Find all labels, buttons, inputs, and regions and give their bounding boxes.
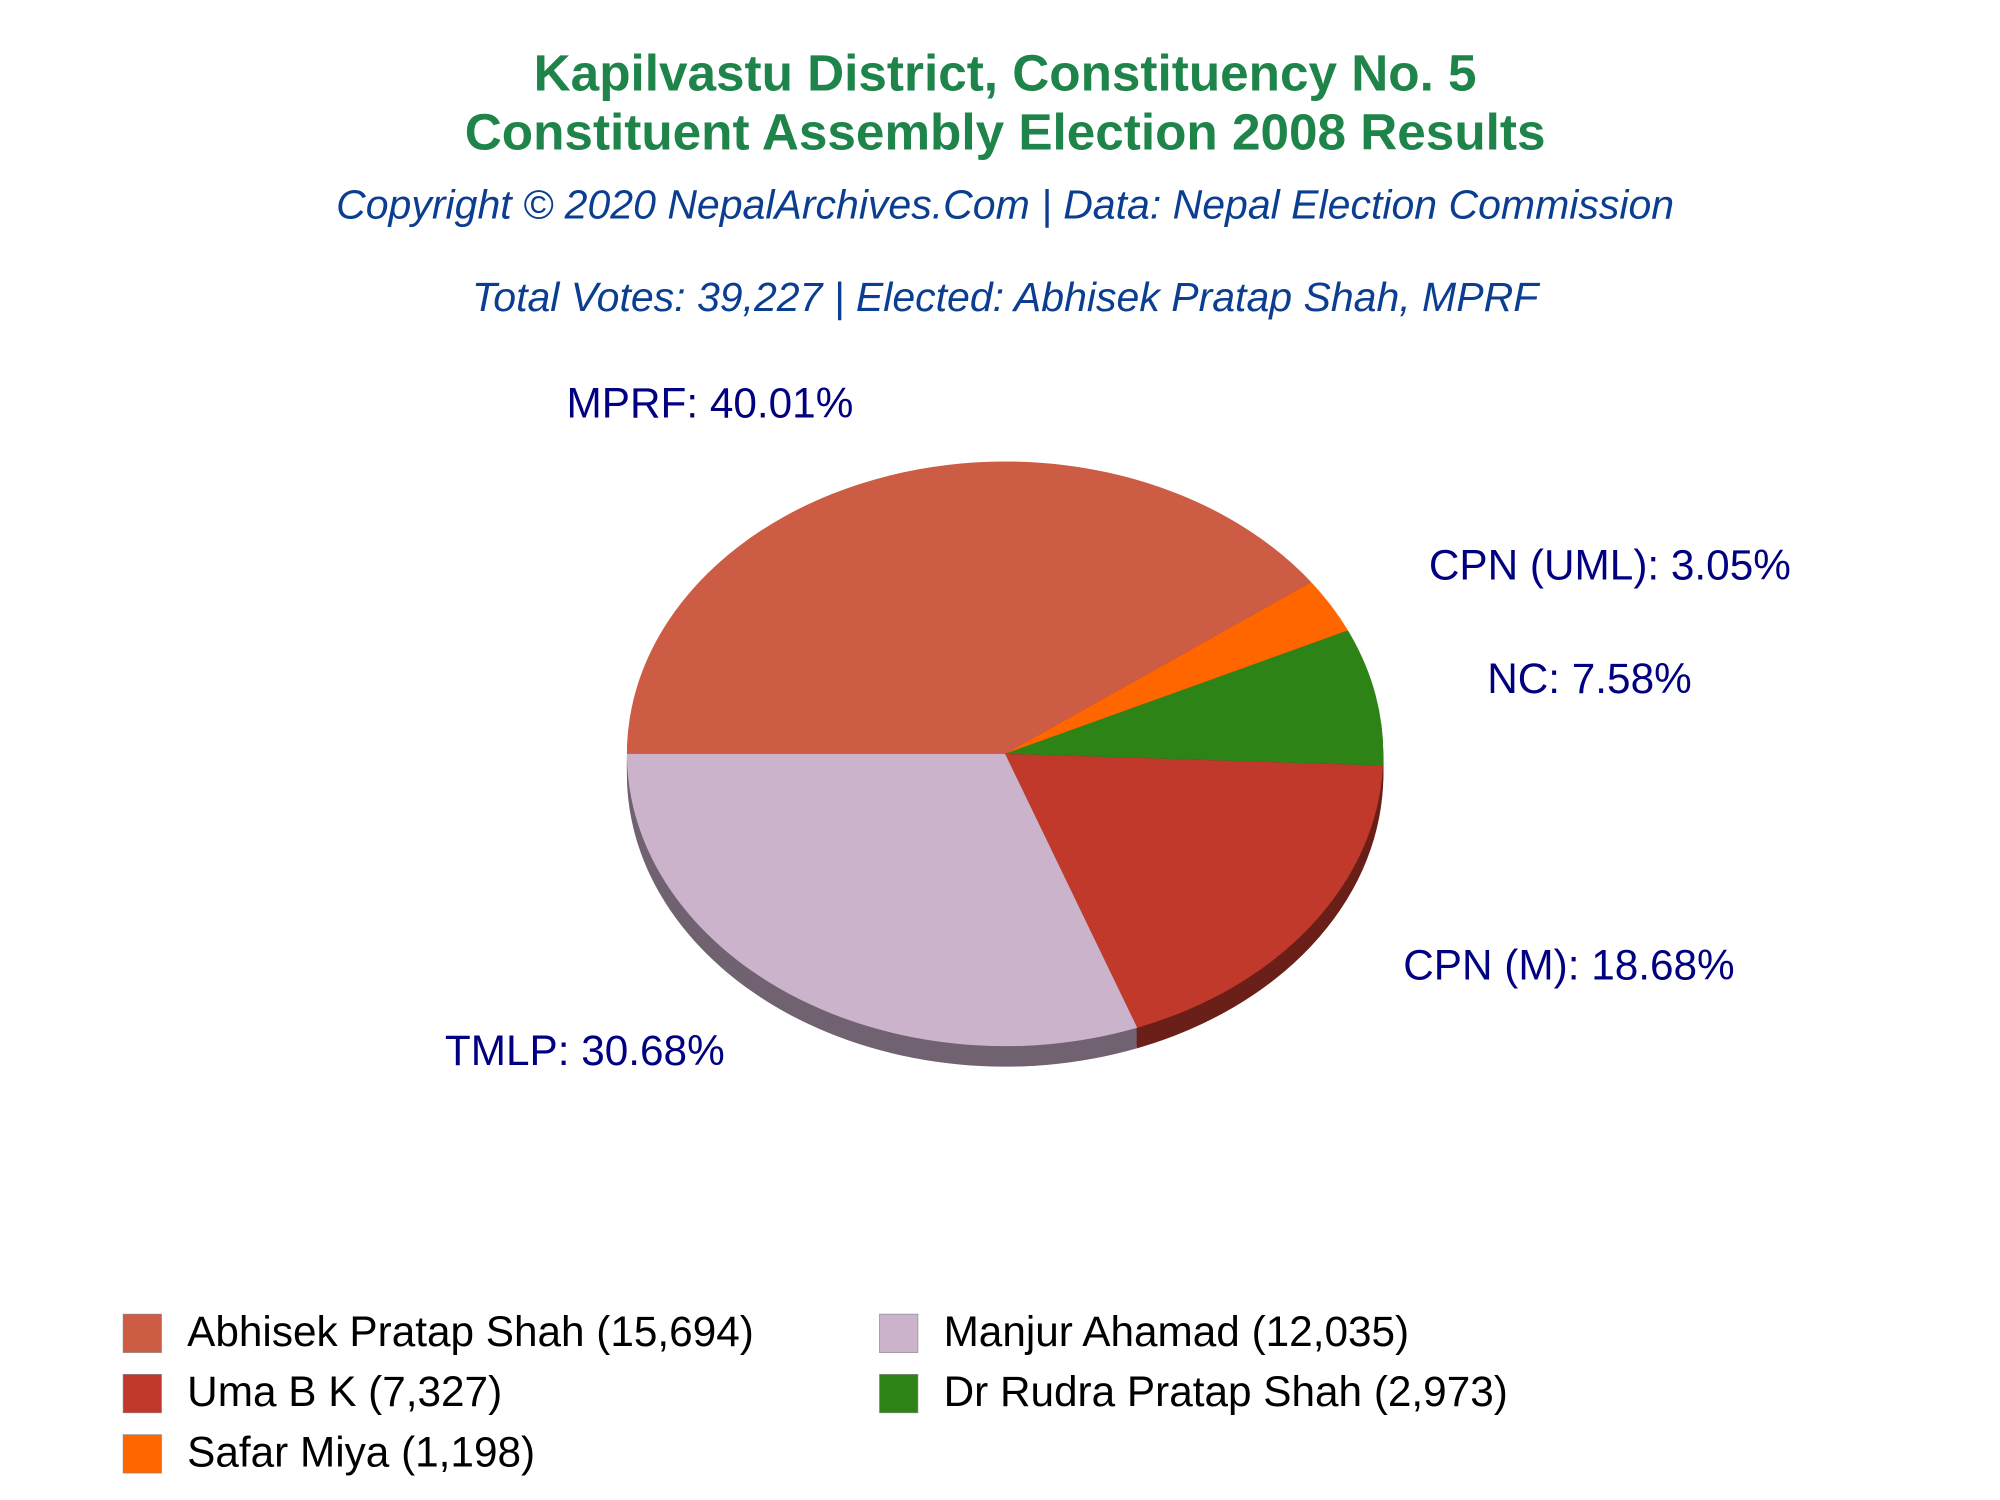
legend-label: Uma B K (7,327) (187, 1368, 502, 1415)
legend-label: Safar Miya (1,198) (187, 1428, 535, 1475)
slice-labels: MPRF: 40.01% CPN (UML): 3.05% NC: 7.58% CPN… (445, 379, 1791, 1074)
slice (626, 753, 1138, 1047)
legend-label: Abhisek Pratap Shah (15,694) (187, 1308, 754, 1355)
chart-subtitle: Copyright © 2020 NepalArchives.Com | Dat… (336, 182, 1674, 228)
slice-label: NC: 7.58% (1487, 655, 1692, 702)
legend-label: Dr Rudra Pratap Shah (2,973) (944, 1368, 1508, 1415)
slice (626, 461, 1312, 754)
chart-info: Total Votes: 39,227 | Elected: Abhisek P… (472, 274, 1540, 320)
slice (1005, 753, 1384, 1028)
legend-swatch (122, 1313, 162, 1353)
legend-swatch (122, 1374, 162, 1414)
legend-swatch (879, 1313, 919, 1353)
slice (1005, 630, 1384, 766)
legend-swatch (122, 1434, 162, 1474)
slice-label: CPN (M): 18.68% (1403, 941, 1734, 988)
chart-title: Constituent Assembly Election 2008 Resul… (465, 103, 1546, 160)
pie (626, 461, 1384, 1047)
legend-label: Manjur Ahamad (12,035) (944, 1308, 1410, 1355)
chart-title: Kapilvastu District, Constituency No. 5 (534, 44, 1477, 101)
slice-label: TMLP: 30.68% (445, 1027, 725, 1074)
legend-swatch (879, 1374, 919, 1414)
slice (1005, 582, 1348, 754)
legend: Abhisek Pratap Shah (15,694) Manjur Ahama… (122, 1308, 1508, 1475)
slice-label: CPN (UML): 3.05% (1429, 542, 1791, 589)
slice-label: MPRF: 40.01% (567, 379, 854, 426)
